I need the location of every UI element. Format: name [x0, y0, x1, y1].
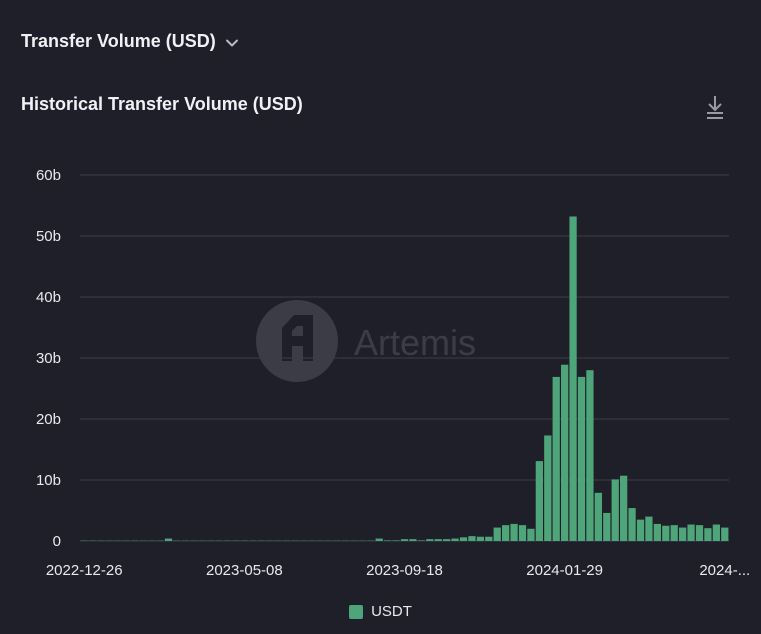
bar-usdt[interactable] [603, 512, 611, 541]
y-axis-ticks: 0 10b 20b 30b 40b 50b 60b [36, 167, 61, 550]
y-tick-label: 40b [36, 289, 61, 306]
bar-usdt[interactable] [451, 538, 459, 541]
bar-usdt[interactable] [577, 376, 586, 541]
legend-swatch-usdt [349, 604, 364, 619]
x-tick-label: 2023-09-18 [366, 562, 443, 579]
bars [80, 216, 729, 541]
y-tick-label: 50b [36, 228, 61, 245]
x-tick-label: 2023-05-08 [206, 562, 283, 579]
bar-usdt[interactable] [476, 536, 484, 541]
bar-usdt[interactable] [485, 536, 493, 541]
artemis-watermark: Artemis [256, 300, 476, 382]
bar-usdt[interactable] [687, 524, 695, 541]
bar-usdt[interactable] [518, 525, 527, 541]
bar-usdt[interactable] [679, 527, 687, 541]
bar-usdt[interactable] [400, 539, 409, 541]
bar-usdt[interactable] [670, 525, 678, 541]
bar-usdt[interactable] [645, 516, 653, 541]
x-tick-label: 2024-01-29 [526, 562, 603, 579]
y-tick-label: 10b [36, 472, 61, 489]
bar-usdt[interactable] [544, 435, 552, 541]
legend[interactable]: USDT [0, 603, 761, 620]
bar-usdt[interactable] [704, 528, 712, 541]
bar-usdt[interactable] [561, 364, 569, 541]
bar-usdt[interactable] [628, 508, 636, 541]
bar-usdt[interactable] [586, 370, 594, 541]
chevron-down-icon [225, 39, 238, 46]
chart-title: Historical Transfer Volume (USD) [21, 94, 303, 114]
artemis-logo-icon [256, 300, 338, 382]
bar-usdt[interactable] [721, 527, 729, 541]
bar-usdt[interactable] [594, 492, 602, 541]
bar-usdt[interactable] [417, 540, 425, 541]
bar-usdt[interactable] [653, 523, 661, 541]
x-tick-label: 2024-... [699, 562, 750, 579]
bar-usdt[interactable] [611, 479, 619, 541]
download-icon[interactable] [704, 94, 726, 122]
bar-usdt[interactable] [712, 524, 720, 541]
bar-usdt[interactable] [569, 216, 577, 541]
bar-usdt[interactable] [493, 527, 501, 541]
bar-usdt[interactable] [459, 537, 468, 541]
bar-usdt[interactable] [662, 525, 670, 541]
bar-usdt[interactable] [434, 539, 442, 541]
bar-usdt[interactable] [620, 475, 628, 541]
bar-usdt[interactable] [384, 540, 392, 541]
y-tick-label: 0 [53, 533, 61, 550]
legend-label-usdt: USDT [371, 603, 412, 620]
bar-usdt[interactable] [468, 536, 476, 541]
x-axis-ticks: 2022-12-26 2023-05-08 2023-09-18 2024-01-29… [46, 562, 750, 579]
bar-usdt[interactable] [164, 538, 173, 541]
bar-usdt[interactable] [695, 525, 704, 541]
bar-usdt[interactable] [409, 539, 417, 541]
bar-usdt[interactable] [510, 523, 518, 541]
x-tick-label: 2022-12-26 [46, 562, 123, 579]
metric-dropdown[interactable]: Transfer Volume (USD) [21, 31, 240, 52]
watermark-text: Artemis [354, 322, 476, 363]
bar-usdt[interactable] [636, 519, 645, 541]
grid-lines [80, 174, 729, 542]
bar-usdt[interactable] [527, 528, 535, 541]
y-tick-label: 20b [36, 411, 61, 428]
y-tick-label: 30b [36, 350, 61, 367]
bar-usdt[interactable] [535, 461, 543, 541]
bar-usdt[interactable] [426, 539, 434, 541]
bar-usdt[interactable] [375, 538, 383, 541]
y-tick-label: 60b [36, 167, 61, 184]
bar-usdt[interactable] [502, 525, 510, 541]
bar-usdt[interactable] [392, 540, 400, 541]
metric-dropdown-label: Transfer Volume (USD) [21, 31, 216, 51]
bar-usdt[interactable] [552, 376, 560, 541]
bar-usdt[interactable] [443, 539, 451, 541]
